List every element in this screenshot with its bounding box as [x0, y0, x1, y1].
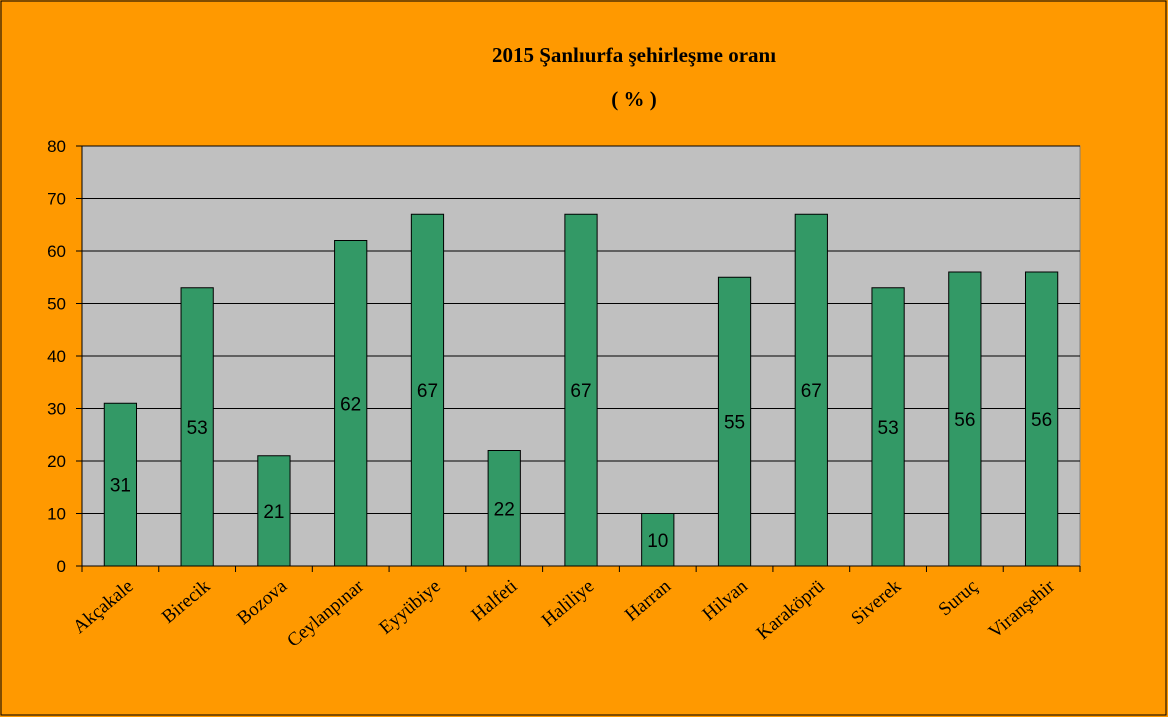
bar-data-label: 56 — [1031, 410, 1052, 431]
y-tick-label: 0 — [57, 557, 66, 576]
y-tick-label: 80 — [47, 137, 66, 156]
y-tick-label: 40 — [47, 347, 66, 366]
bar — [871, 287, 905, 567]
bar-data-label: 67 — [570, 381, 591, 402]
y-tick-label: 10 — [47, 505, 66, 524]
x-category-label: Ceylanpınar — [283, 575, 368, 651]
bar — [794, 213, 828, 567]
chart-subtitle: ( % ) — [611, 87, 657, 111]
y-tick-label: 50 — [47, 295, 66, 314]
bar — [257, 455, 291, 567]
x-category-label: Viranşehir — [985, 575, 1060, 642]
bar — [410, 213, 445, 567]
x-category-label: Haliliye — [538, 576, 598, 631]
bar — [564, 213, 598, 567]
bar-data-label: 67 — [417, 381, 438, 402]
y-axis: 0 10 20 30 40 50 60 70 80 — [47, 137, 83, 576]
y-tick-label: 60 — [47, 242, 66, 261]
x-category-label: Karaköprü — [753, 575, 829, 644]
bar-data-label: 55 — [724, 413, 745, 434]
bar-data-label: 31 — [110, 476, 131, 497]
y-tick-label: 20 — [47, 452, 66, 471]
bar-data-label: 53 — [878, 418, 899, 439]
bar-data-label: 62 — [340, 394, 361, 415]
x-category-label: Suruç — [935, 576, 982, 621]
bar — [717, 276, 752, 567]
x-category-label: Harran — [621, 575, 675, 625]
x-category-label: Halfeti — [468, 576, 522, 626]
x-category-label: Hilvan — [699, 575, 752, 625]
bar — [1024, 271, 1059, 567]
x-category-label: Siverek — [847, 575, 905, 629]
bar-data-label: 67 — [801, 381, 822, 402]
bar-data-label: 53 — [187, 418, 208, 439]
bar — [641, 513, 675, 567]
bar — [487, 450, 521, 567]
x-category-label: Birecik — [158, 575, 215, 627]
bar — [948, 271, 982, 567]
y-tick-label: 30 — [47, 400, 66, 419]
bar — [103, 402, 138, 567]
bar-data-label: 56 — [954, 410, 975, 431]
chart-title: 2015 Şanlıurfa şehirleşme oranı — [492, 43, 776, 67]
bars: 31 53 21 62 67 22 67 10 55 67 53 56 56 — [103, 213, 1059, 567]
bar-data-label: 21 — [263, 502, 284, 523]
x-category-label: Bozova — [233, 575, 291, 629]
bar — [180, 287, 214, 567]
bar-data-label: 10 — [647, 531, 668, 552]
y-tick-label: 70 — [47, 190, 66, 209]
x-category-label: Eyyübiye — [375, 576, 444, 639]
x-category-label: Akçakale — [69, 576, 137, 638]
bar-data-label: 22 — [494, 499, 515, 520]
